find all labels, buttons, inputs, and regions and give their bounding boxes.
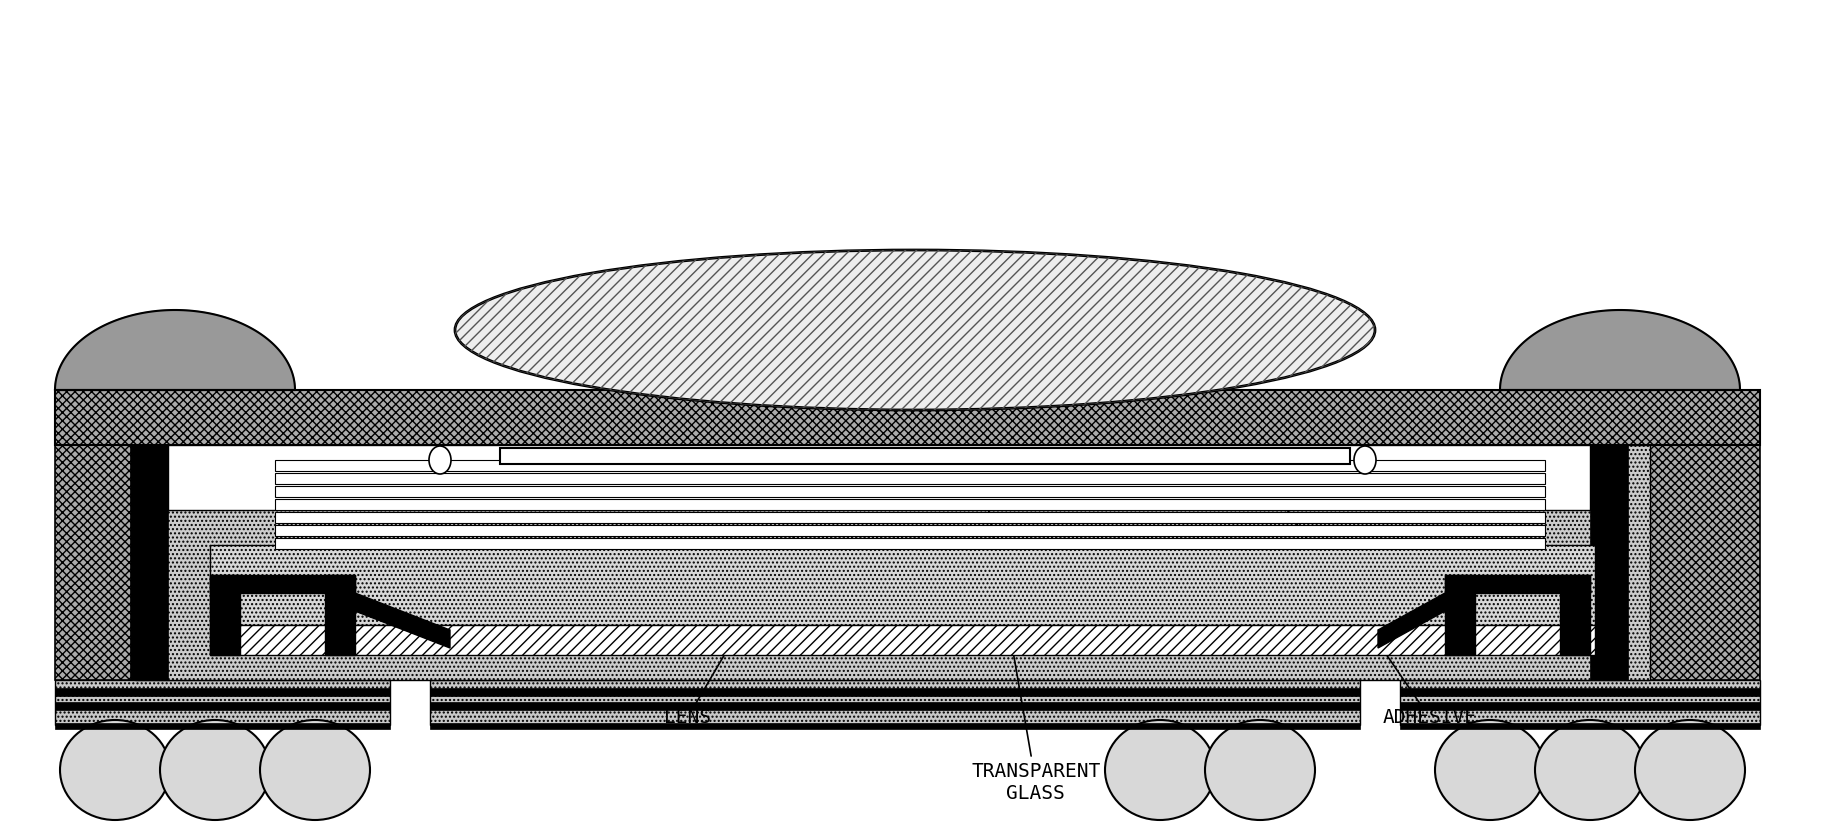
Bar [211,545,1594,625]
Bar [275,460,1544,471]
Ellipse shape [429,446,451,474]
Bar [136,445,1649,680]
Polygon shape [55,310,295,390]
Text: LENS: LENS [663,533,795,727]
Bar [55,688,390,696]
Ellipse shape [1105,720,1215,820]
Text: ADHESIVE: ADHESIVE [1257,466,1477,727]
Bar [1588,445,1627,680]
Polygon shape [1499,310,1739,390]
Bar [1559,575,1588,655]
Bar [324,575,355,655]
Bar [431,702,1359,710]
Ellipse shape [1634,720,1744,820]
Bar [1400,680,1759,725]
Bar [211,575,355,593]
Ellipse shape [454,250,1374,410]
Ellipse shape [60,720,170,820]
Bar [275,512,1544,523]
Bar [275,525,1544,536]
Bar [500,448,1348,464]
Bar [55,723,390,729]
Polygon shape [1378,593,1444,648]
Bar [275,486,1544,497]
Polygon shape [355,593,449,648]
Bar [1400,688,1759,696]
Bar [431,688,1359,696]
Bar [1400,723,1759,729]
Bar [169,445,1588,510]
Bar [1444,575,1588,593]
Ellipse shape [1533,720,1643,820]
Bar [431,680,1359,725]
Ellipse shape [1204,720,1314,820]
Ellipse shape [159,720,269,820]
Bar [55,390,136,680]
Bar [275,473,1544,484]
Bar [211,625,1594,655]
Bar [1444,575,1475,655]
Bar [431,723,1359,729]
Bar [55,702,390,710]
Ellipse shape [1434,720,1544,820]
Bar [130,445,169,680]
Bar [1400,702,1759,710]
Bar [55,680,390,725]
Bar [211,575,240,655]
Bar [55,390,1759,445]
Bar [275,538,1544,549]
Ellipse shape [1354,446,1376,474]
Bar [1649,390,1759,680]
Ellipse shape [260,720,370,820]
Bar [275,499,1544,510]
Text: TRANSPARENT
GLASS: TRANSPARENT GLASS [971,466,1099,803]
